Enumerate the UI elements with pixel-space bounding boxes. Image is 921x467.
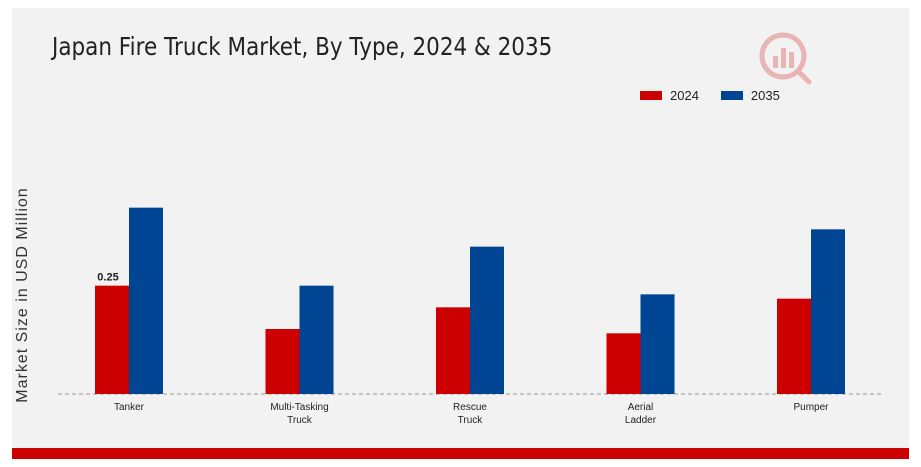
legend-swatch-2024 xyxy=(640,90,662,100)
chart-title: Japan Fire Truck Market, By Type, 2024 &… xyxy=(52,32,553,61)
x-tick-label: Pumper xyxy=(793,402,829,413)
legend-item-2024: 2024 xyxy=(640,88,699,103)
bar-2024-tanker xyxy=(95,285,129,394)
bar-2035-multi-tasking-truck xyxy=(299,285,334,394)
data-label: 0.25 xyxy=(97,272,118,284)
x-tick-label: Tanker xyxy=(114,402,145,413)
legend: 2024 2035 xyxy=(640,86,802,104)
bar-2035-pumper xyxy=(811,229,845,394)
bar-2024-rescue-truck xyxy=(436,307,470,394)
x-tick-label: Rescue Truck xyxy=(453,402,487,426)
bar-2035-rescue-truck xyxy=(470,246,504,394)
legend-label-2024: 2024 xyxy=(670,87,699,103)
bottom-accent-bar xyxy=(12,448,909,459)
bar-2035-aerial-ladder xyxy=(640,294,675,394)
bar-2024-pumper xyxy=(777,298,811,394)
x-tick-label: Aerial Ladder xyxy=(625,402,657,426)
legend-item-2035: 2035 xyxy=(720,87,780,103)
x-tick-label: Multi-Tasking Truck xyxy=(270,402,328,426)
bar-2024-aerial-ladder xyxy=(606,333,641,394)
legend-label-2035: 2035 xyxy=(750,87,780,103)
brand-logo-icon xyxy=(759,32,812,85)
legend-swatch-2035 xyxy=(720,90,743,100)
bar-2035-tanker xyxy=(129,207,163,394)
bar-2024-multi-tasking-truck xyxy=(265,329,300,394)
